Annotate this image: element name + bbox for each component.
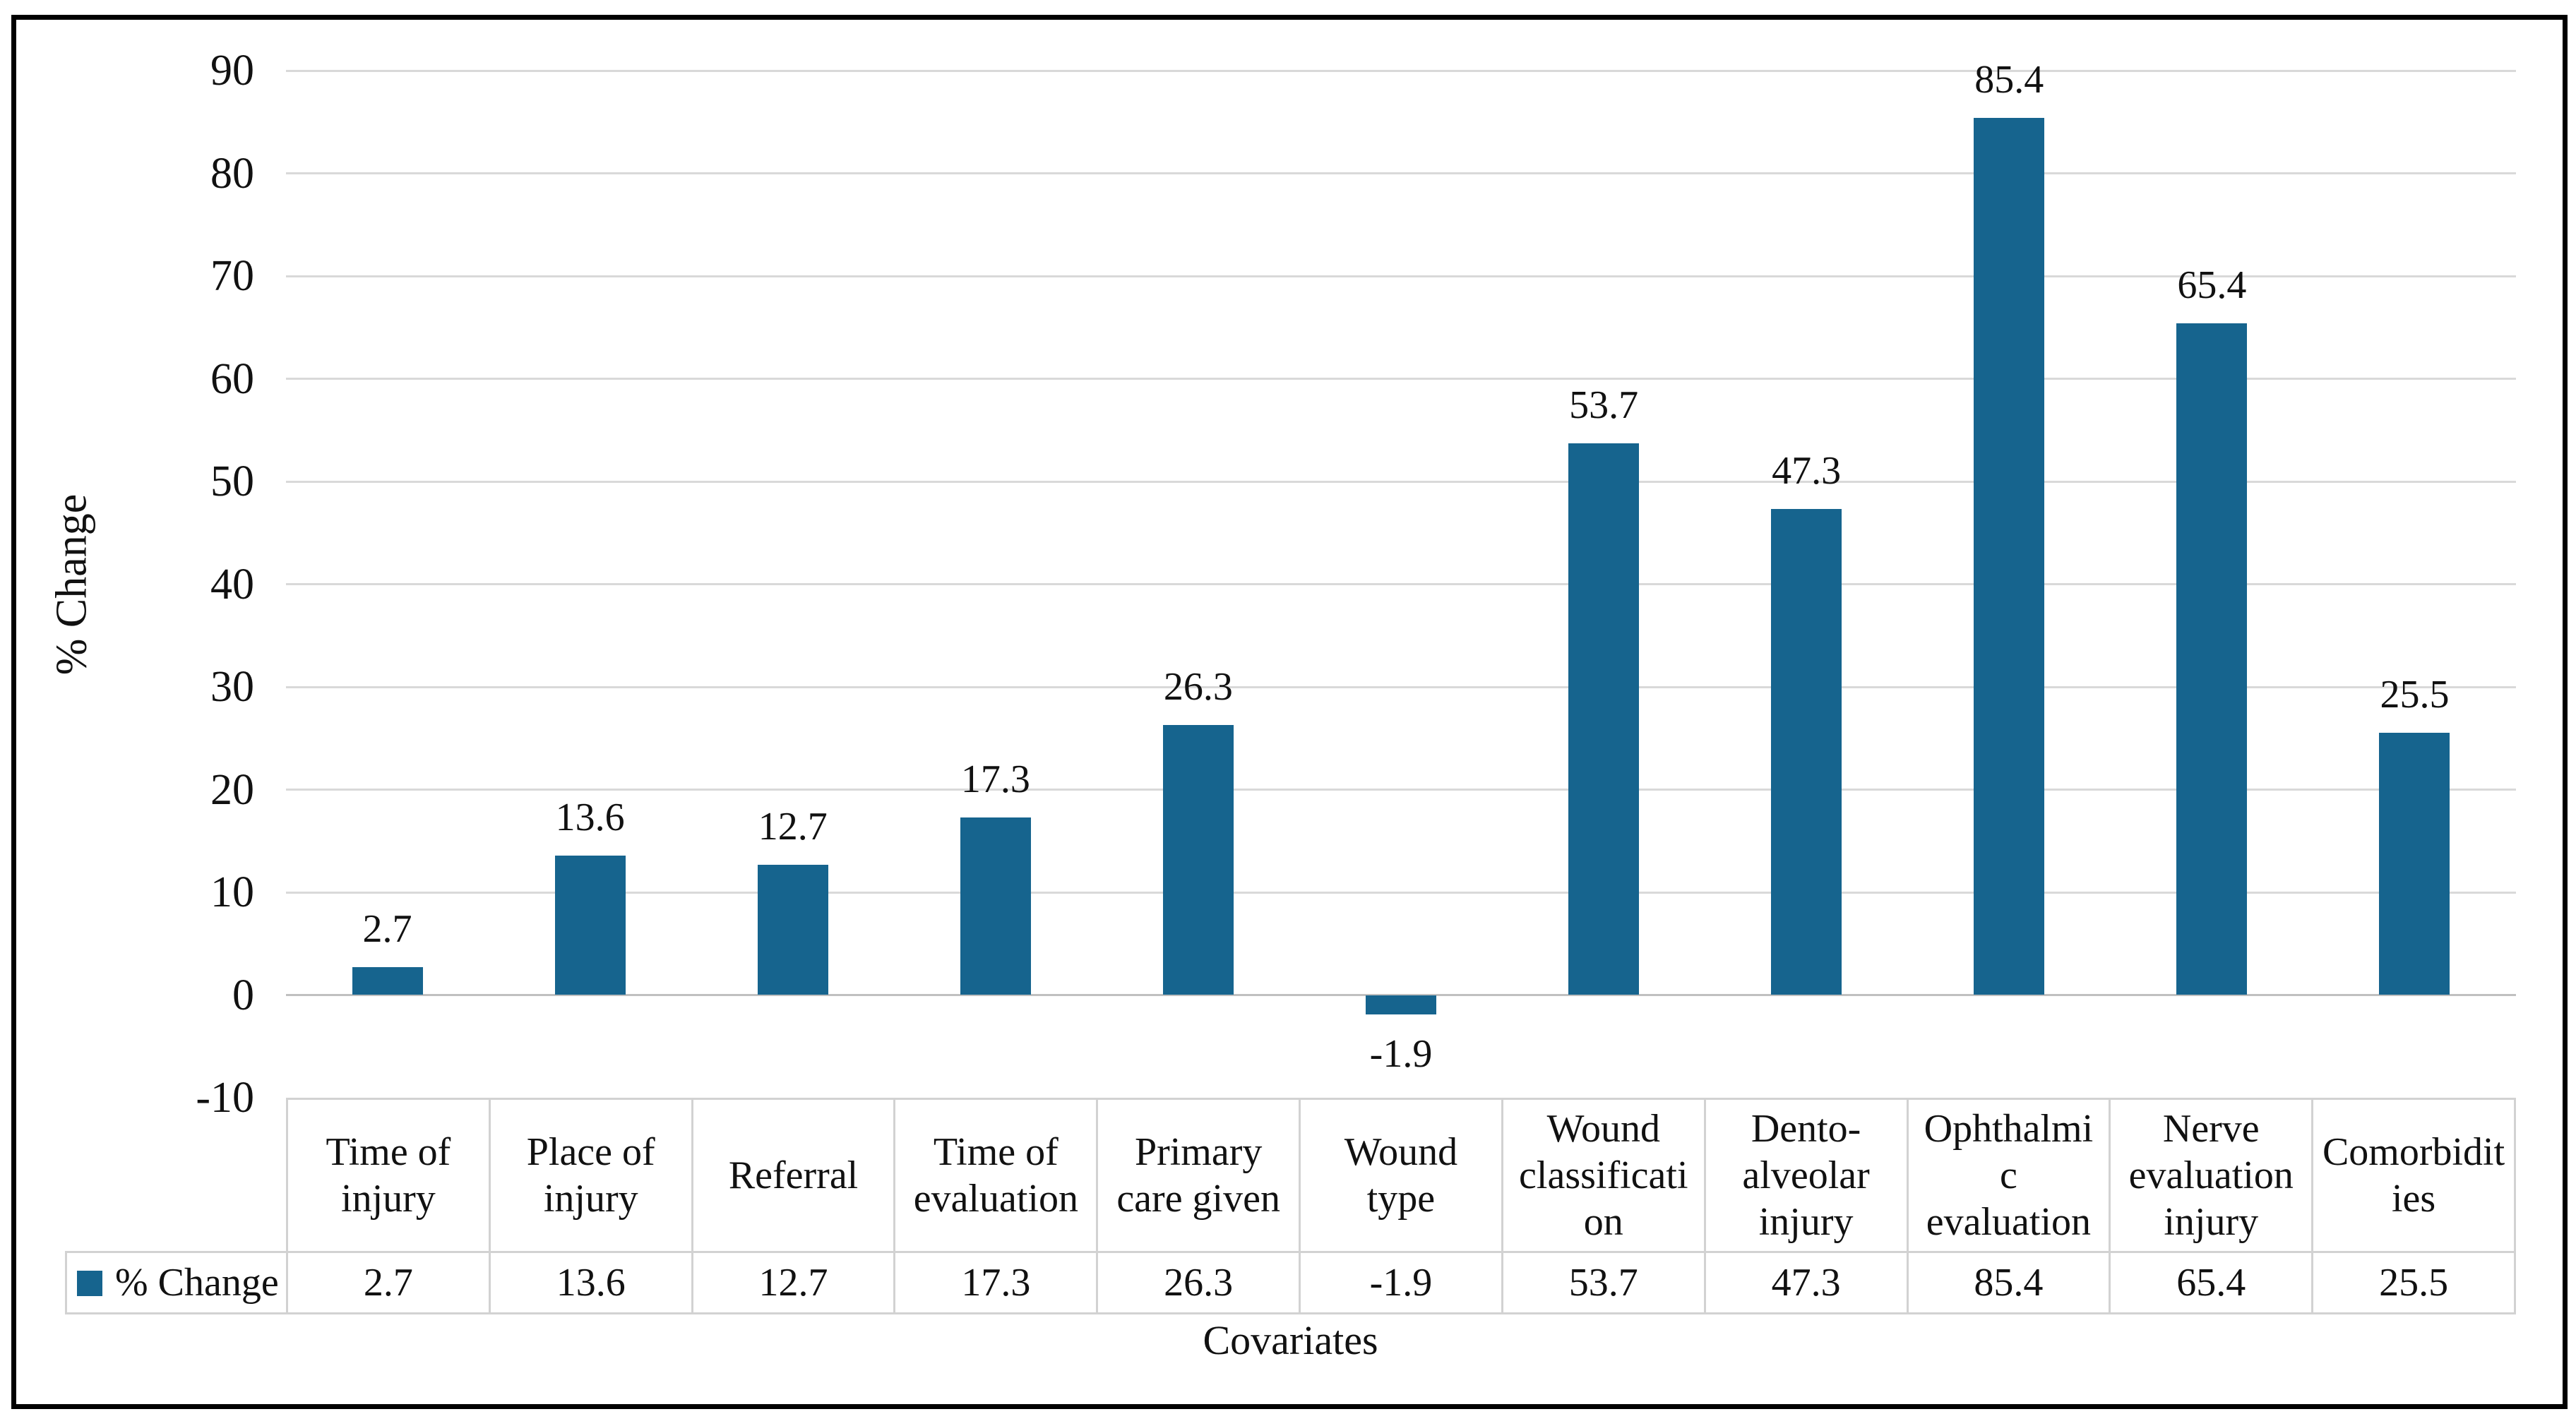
category-header-cell: Dento-alveolar injury — [1703, 1098, 1909, 1253]
category-header-cell: Primary care given — [1096, 1098, 1301, 1253]
value-cell: 47.3 — [1703, 1251, 1909, 1314]
y-tick-label: 40 — [210, 560, 254, 609]
gridline — [286, 583, 2516, 585]
bar-value-label: 53.7 — [1569, 383, 1639, 428]
x-axis-title: Covariates — [1203, 1317, 1378, 1363]
value-cell: 13.6 — [488, 1251, 693, 1314]
gridline — [286, 172, 2516, 174]
bar-time-of-evaluation — [960, 817, 1031, 995]
bar-value-label: 17.3 — [960, 757, 1030, 801]
category-header-cell: Nerve evaluation injury — [2109, 1098, 2314, 1253]
legend-swatch-icon — [77, 1271, 102, 1296]
category-header-cell: Time of injury — [286, 1098, 491, 1253]
y-tick-label: 50 — [210, 457, 254, 505]
y-tick-label: 30 — [210, 663, 254, 711]
value-cell: 25.5 — [2311, 1251, 2516, 1314]
bar-value-label: -1.9 — [1369, 1032, 1433, 1077]
y-tick-label: 10 — [210, 868, 254, 916]
bar-value-label: 26.3 — [1163, 664, 1233, 709]
bar-ophthalmic-evaluation — [1974, 117, 2045, 995]
category-header-cell: Comorbidities — [2311, 1098, 2516, 1253]
category-header-cell: Ophthalmic evaluation — [1906, 1098, 2111, 1253]
value-cell: 2.7 — [286, 1251, 491, 1314]
legend-cell: % Change — [65, 1251, 288, 1314]
bar-value-label: 12.7 — [758, 804, 828, 849]
value-cell: 65.4 — [2109, 1251, 2314, 1314]
y-tick-label: 70 — [210, 252, 254, 300]
category-header-cell: Referral — [691, 1098, 896, 1253]
y-axis-title: % Change — [47, 493, 96, 676]
gridline — [286, 378, 2516, 380]
bar-value-label: 2.7 — [362, 907, 412, 952]
y-tick-label: 90 — [210, 47, 254, 95]
y-tick-label: 20 — [210, 765, 254, 814]
value-cell: 12.7 — [691, 1251, 896, 1314]
value-cell: 53.7 — [1501, 1251, 1706, 1314]
value-cell: 17.3 — [893, 1251, 1099, 1314]
bar-nerve-evaluation-injury — [2176, 323, 2248, 995]
bar-value-label: 25.5 — [2380, 673, 2450, 717]
legend-label: % Change — [115, 1261, 279, 1305]
y-tick-label: 60 — [210, 354, 254, 403]
gridline — [286, 480, 2516, 483]
value-cell: 26.3 — [1096, 1251, 1301, 1314]
bar-primary-care-given — [1162, 724, 1234, 995]
gridline — [286, 685, 2516, 688]
category-header-cell: Place of injury — [488, 1098, 693, 1253]
bar-wound-type — [1366, 995, 1436, 1015]
bar-wound-classification — [1568, 443, 1640, 995]
value-cell: -1.9 — [1299, 1251, 1503, 1314]
gridline — [286, 275, 2516, 277]
y-tick-label: 0 — [232, 971, 254, 1019]
value-cell: 85.4 — [1906, 1251, 2111, 1314]
category-header-cell: Time of evaluation — [893, 1098, 1099, 1253]
bar-time-of-injury — [352, 967, 423, 995]
gridline — [286, 789, 2516, 791]
category-header-cell: Wound type — [1299, 1098, 1503, 1253]
bar-place-of-injury — [554, 855, 626, 995]
bar-dento-alveolar-injury — [1771, 509, 1842, 995]
bar-referral — [757, 864, 828, 995]
legend-spacer-cell — [66, 1099, 287, 1252]
gridline — [286, 69, 2516, 72]
bar-comorbidities — [2379, 733, 2450, 995]
bar-value-label: 65.4 — [2177, 263, 2247, 307]
figure-border — [11, 15, 2568, 1409]
category-header-cell: Wound classification — [1501, 1098, 1706, 1253]
gridline — [286, 891, 2516, 894]
y-tick-label: -10 — [196, 1074, 254, 1122]
data-table: Time of injury Place of injury Referral Tim… — [65, 1098, 2516, 1314]
bar-value-label: 47.3 — [1772, 449, 1842, 493]
bar-value-label: 85.4 — [1974, 57, 2044, 102]
y-tick-label: 80 — [210, 149, 254, 198]
bar-value-label: 13.6 — [555, 795, 625, 839]
